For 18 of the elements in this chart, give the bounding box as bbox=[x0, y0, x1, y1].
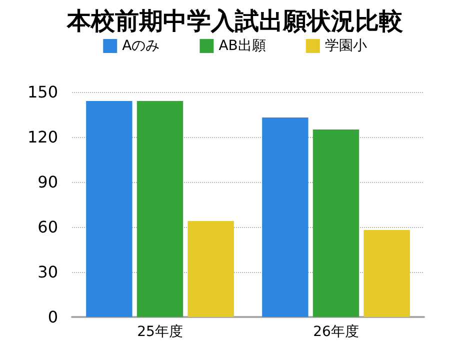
y-tick-label: 30 bbox=[38, 262, 58, 282]
y-tick-label: 120 bbox=[27, 128, 58, 146]
x-tick-label: 26年度 bbox=[313, 324, 359, 340]
legend-label: 学園小 bbox=[324, 38, 367, 54]
legend-label: AB出願 bbox=[218, 38, 266, 54]
bar bbox=[364, 230, 410, 317]
y-tick-label: 90 bbox=[38, 172, 58, 192]
legend-label: Aのみ bbox=[122, 38, 160, 54]
x-tick-label: 25年度 bbox=[137, 324, 183, 340]
chart-title: 本校前期中学入試出願状況比較 bbox=[66, 7, 404, 35]
y-tick-label: 60 bbox=[38, 218, 58, 236]
bar bbox=[188, 221, 234, 317]
bar bbox=[136, 101, 184, 317]
bar bbox=[262, 118, 308, 317]
y-tick-label: 150 bbox=[27, 82, 58, 102]
bar bbox=[312, 130, 360, 317]
bar bbox=[86, 101, 132, 317]
y-tick-label: 0 bbox=[48, 308, 58, 326]
